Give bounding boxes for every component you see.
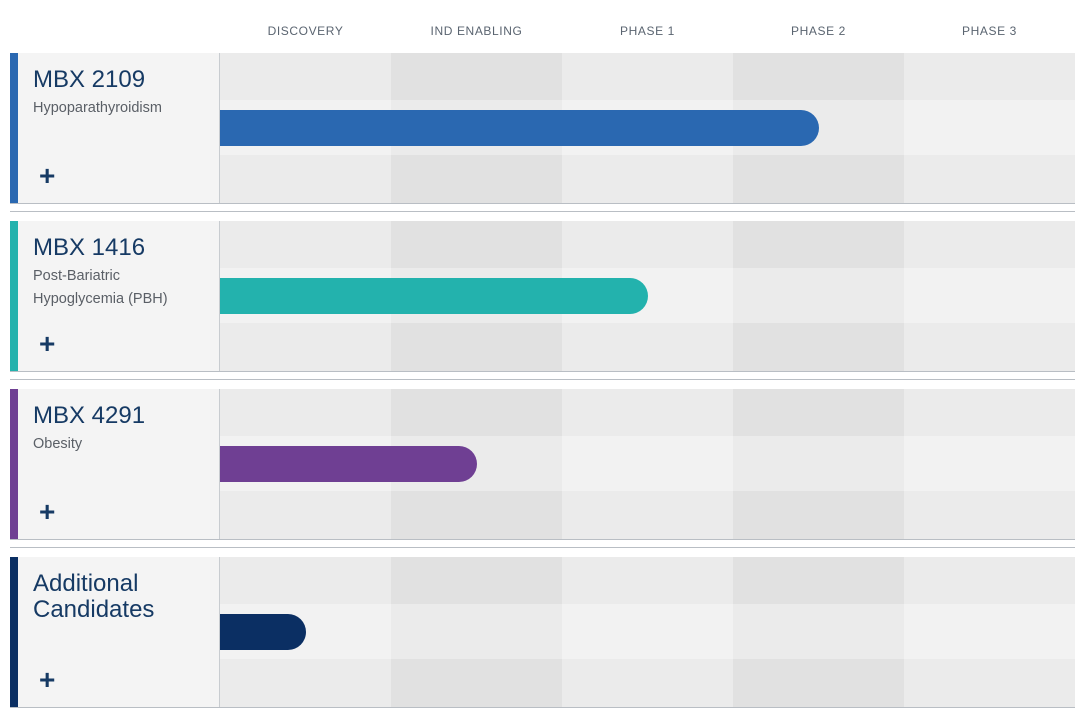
progress-bar: [220, 614, 306, 650]
progress-bar: [220, 446, 477, 482]
program-row: Additional Candidates +: [10, 557, 1075, 708]
expand-plus-icon[interactable]: +: [39, 496, 56, 527]
grid-cell: [733, 557, 904, 604]
progress-bar: [220, 278, 648, 314]
grid-cell: [562, 389, 733, 436]
program-info-panel: MBX 4291 Obesity +: [18, 389, 220, 539]
phase-label: DISCOVERY: [267, 24, 344, 38]
grid-cell: [391, 389, 562, 436]
expand-plus-icon[interactable]: +: [39, 160, 56, 191]
grid-cell: [904, 100, 1075, 155]
grid-cell: [904, 221, 1075, 268]
program-accent-bar: [10, 557, 18, 707]
grid-cell: [562, 604, 733, 659]
grid-cell: [733, 436, 904, 491]
grid-cell: [562, 323, 733, 371]
grid-cell: [733, 323, 904, 371]
row-separator: [10, 379, 1075, 380]
grid-cell: [562, 659, 733, 707]
grid-cell: [733, 53, 904, 100]
grid-cell: [904, 53, 1075, 100]
grid-cell: [904, 604, 1075, 659]
expand-plus-icon[interactable]: +: [39, 664, 56, 695]
progress-bar: [220, 110, 819, 146]
program-info-panel: Additional Candidates +: [18, 557, 220, 707]
program-info-panel: MBX 2109 Hypoparathyroidism +: [18, 53, 220, 203]
row-separator: [10, 547, 1075, 548]
grid-cell: [733, 604, 904, 659]
grid-cell: [562, 155, 733, 203]
program-info-panel: MBX 1416 Post-Bariatric Hypoglycemia (PBH…: [18, 221, 220, 371]
row-separator: [10, 211, 1075, 212]
grid-cell: [904, 659, 1075, 707]
stage-grid: [220, 557, 1075, 707]
grid-cell: [220, 323, 391, 371]
grid-cell: [733, 268, 904, 323]
grid-cell: [220, 389, 391, 436]
grid-cell: [562, 557, 733, 604]
grid-cell: [733, 659, 904, 707]
grid-cell: [904, 436, 1075, 491]
program-accent-bar: [10, 389, 18, 539]
grid-cell: [733, 491, 904, 539]
grid-cell: [733, 155, 904, 203]
phase-label: PHASE 3: [962, 24, 1017, 38]
grid-cell: [904, 491, 1075, 539]
grid-cell: [904, 155, 1075, 203]
grid-cell: [220, 491, 391, 539]
grid-cell: [904, 389, 1075, 436]
phase-header: DISCOVERY IND ENABLING PHASE 1 PHASE 2 PHASE…: [220, 0, 1075, 52]
program-row: MBX 4291 Obesity +: [10, 389, 1075, 540]
program-name: Additional Candidates: [33, 570, 155, 623]
program-indication: Post-Bariatric Hypoglycemia (PBH): [33, 268, 168, 307]
grid-cell: [391, 155, 562, 203]
phase-label: IND ENABLING: [430, 24, 523, 38]
phase-label: PHASE 1: [620, 24, 675, 38]
grid-cell: [391, 604, 562, 659]
program-row: MBX 1416 Post-Bariatric Hypoglycemia (PBH…: [10, 221, 1075, 372]
grid-cell: [220, 557, 391, 604]
program-name: MBX 1416: [33, 234, 146, 261]
grid-cell: [391, 659, 562, 707]
grid-cell: [391, 53, 562, 100]
expand-plus-icon[interactable]: +: [39, 328, 56, 359]
grid-cell: [220, 659, 391, 707]
grid-cell: [562, 53, 733, 100]
program-accent-bar: [10, 53, 18, 203]
grid-cell: [391, 221, 562, 268]
program-name: MBX 4291: [33, 402, 146, 429]
grid-cell: [562, 221, 733, 268]
phase-label: PHASE 2: [791, 24, 846, 38]
grid-cell: [391, 557, 562, 604]
grid-cell: [904, 323, 1075, 371]
grid-cell: [904, 557, 1075, 604]
grid-cell: [562, 491, 733, 539]
program-row: MBX 2109 Hypoparathyroidism +: [10, 53, 1075, 204]
program-name: MBX 2109: [33, 66, 146, 93]
grid-cell: [391, 323, 562, 371]
program-indication: Hypoparathyroidism: [33, 100, 162, 116]
grid-cell: [220, 155, 391, 203]
program-indication: Obesity: [33, 436, 83, 452]
grid-cell: [220, 53, 391, 100]
grid-cell: [562, 436, 733, 491]
grid-cell: [391, 491, 562, 539]
grid-cell: [220, 221, 391, 268]
program-accent-bar: [10, 221, 18, 371]
grid-cell: [733, 221, 904, 268]
grid-cell: [904, 268, 1075, 323]
grid-cell: [733, 389, 904, 436]
